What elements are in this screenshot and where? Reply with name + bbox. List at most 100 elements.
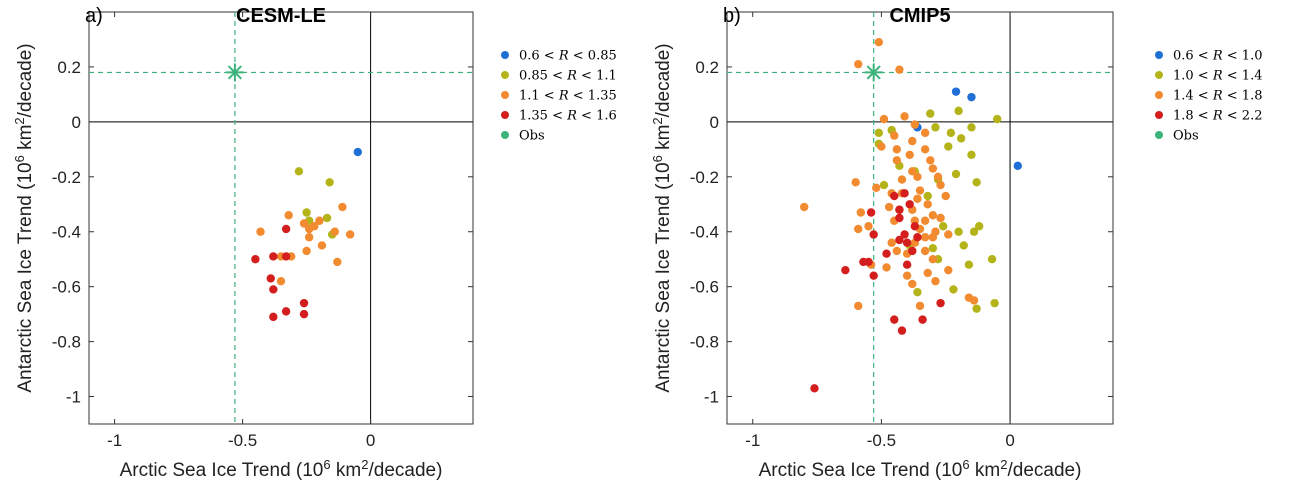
data-point bbox=[902, 260, 912, 269]
data-point bbox=[299, 219, 309, 228]
data-point bbox=[338, 202, 347, 212]
data-point bbox=[304, 233, 314, 242]
data-point bbox=[910, 120, 920, 129]
star-stroke bbox=[866, 65, 881, 80]
y-tick-label: -1 bbox=[66, 388, 81, 407]
data-point bbox=[967, 92, 976, 102]
data-point bbox=[967, 123, 976, 132]
data-point bbox=[851, 178, 860, 187]
legend: 0.6 < R < 1.0 1.0 < R < 1.4 1.4 < R < 1.8 1… bbox=[1155, 49, 1262, 144]
y-tick-label: 0 bbox=[710, 113, 719, 132]
data-point bbox=[897, 326, 907, 335]
data-point bbox=[892, 246, 902, 256]
data-point bbox=[956, 134, 966, 143]
data-point bbox=[874, 128, 884, 138]
data-point bbox=[928, 164, 938, 173]
panel-label: b) bbox=[723, 5, 741, 27]
panel-label: a) bbox=[85, 5, 103, 27]
data-point bbox=[951, 87, 961, 96]
data-point bbox=[923, 200, 932, 209]
data-point bbox=[908, 279, 917, 289]
data-point bbox=[926, 156, 935, 165]
y-tick-label: 0.2 bbox=[695, 58, 719, 77]
data-point bbox=[954, 106, 963, 116]
data-point bbox=[892, 156, 902, 165]
data-point bbox=[251, 255, 260, 264]
data-point bbox=[302, 246, 311, 256]
data-point bbox=[954, 227, 963, 236]
data-point bbox=[936, 180, 945, 190]
data-point bbox=[944, 142, 953, 151]
data-point bbox=[281, 252, 291, 261]
data-point bbox=[923, 268, 932, 278]
data-point bbox=[913, 287, 922, 297]
data-point bbox=[936, 298, 945, 308]
legend-marker bbox=[1155, 71, 1163, 79]
y-tick-label: 0 bbox=[72, 113, 81, 132]
data-point bbox=[902, 271, 912, 280]
data-point bbox=[918, 315, 927, 324]
data-point bbox=[923, 191, 932, 201]
legend-marker bbox=[1155, 111, 1163, 119]
data-point bbox=[1013, 161, 1022, 171]
data-point bbox=[895, 235, 904, 245]
panel-a: -1 -0.5 0 -1 -0.8 -0.6 -0.4 -0.2 0 0.2 CESM-LE a) Ar… bbox=[12, 5, 617, 481]
data-point bbox=[920, 233, 930, 242]
legend-label: 0.6 < R < 1.0 bbox=[1173, 49, 1262, 64]
x-axis-label: Arctic Sea Ice Trend (106 km2/decade) bbox=[120, 457, 443, 482]
data-point bbox=[969, 296, 979, 305]
y-tick-label: -1 bbox=[704, 388, 719, 407]
data-point bbox=[864, 222, 873, 231]
data-point bbox=[299, 309, 309, 319]
data-point bbox=[941, 191, 950, 201]
data-point bbox=[322, 213, 332, 223]
data-point bbox=[972, 304, 981, 313]
obs-star-marker bbox=[864, 63, 883, 82]
data-point bbox=[284, 211, 293, 220]
data-point bbox=[877, 142, 886, 151]
legend-label: 1.1 < R < 1.35 bbox=[519, 89, 617, 104]
data-point bbox=[269, 285, 278, 294]
legend-label: 0.85 < R < 1.1 bbox=[519, 69, 617, 84]
data-point bbox=[969, 227, 979, 236]
data-point bbox=[913, 233, 922, 242]
data-point bbox=[890, 191, 899, 201]
data-point bbox=[882, 249, 891, 258]
data-point bbox=[993, 114, 1002, 124]
data-point bbox=[974, 222, 984, 231]
data-point bbox=[276, 276, 286, 286]
data-point bbox=[944, 265, 953, 275]
data-point bbox=[269, 252, 278, 261]
y-tick-label: -0.6 bbox=[52, 278, 81, 297]
x-tick-label: 0 bbox=[366, 431, 375, 450]
data-point bbox=[928, 211, 938, 220]
data-point bbox=[317, 241, 327, 250]
legend-marker bbox=[501, 91, 509, 99]
axes-box bbox=[726, 11, 1114, 425]
data-point bbox=[895, 213, 904, 223]
data-point bbox=[841, 265, 850, 275]
data-point bbox=[915, 186, 925, 195]
data-point bbox=[869, 271, 878, 280]
y-tick-label: -0.2 bbox=[52, 168, 81, 187]
data-point bbox=[944, 230, 953, 239]
y-tick-label: -0.8 bbox=[690, 333, 719, 352]
legend-marker bbox=[501, 131, 509, 139]
data-point bbox=[928, 255, 938, 264]
legend-marker bbox=[501, 51, 509, 59]
data-point bbox=[302, 208, 311, 217]
y-tick-label: -0.2 bbox=[690, 168, 719, 187]
data-point bbox=[294, 167, 304, 176]
data-point bbox=[866, 208, 876, 217]
data-point bbox=[892, 145, 902, 154]
x-tick-label: -1 bbox=[107, 431, 122, 450]
data-point bbox=[897, 175, 907, 184]
x-tick-label: -1 bbox=[745, 431, 760, 450]
data-point bbox=[330, 227, 339, 236]
legend-label: Obs bbox=[519, 129, 545, 144]
data-point bbox=[854, 301, 863, 311]
panel-b: -1 -0.5 0 -1 -0.8 -0.6 -0.4 -0.2 0 0.2 CMIP5 b) Arct… bbox=[650, 5, 1263, 481]
data-point bbox=[281, 224, 291, 234]
data-point bbox=[353, 147, 362, 157]
